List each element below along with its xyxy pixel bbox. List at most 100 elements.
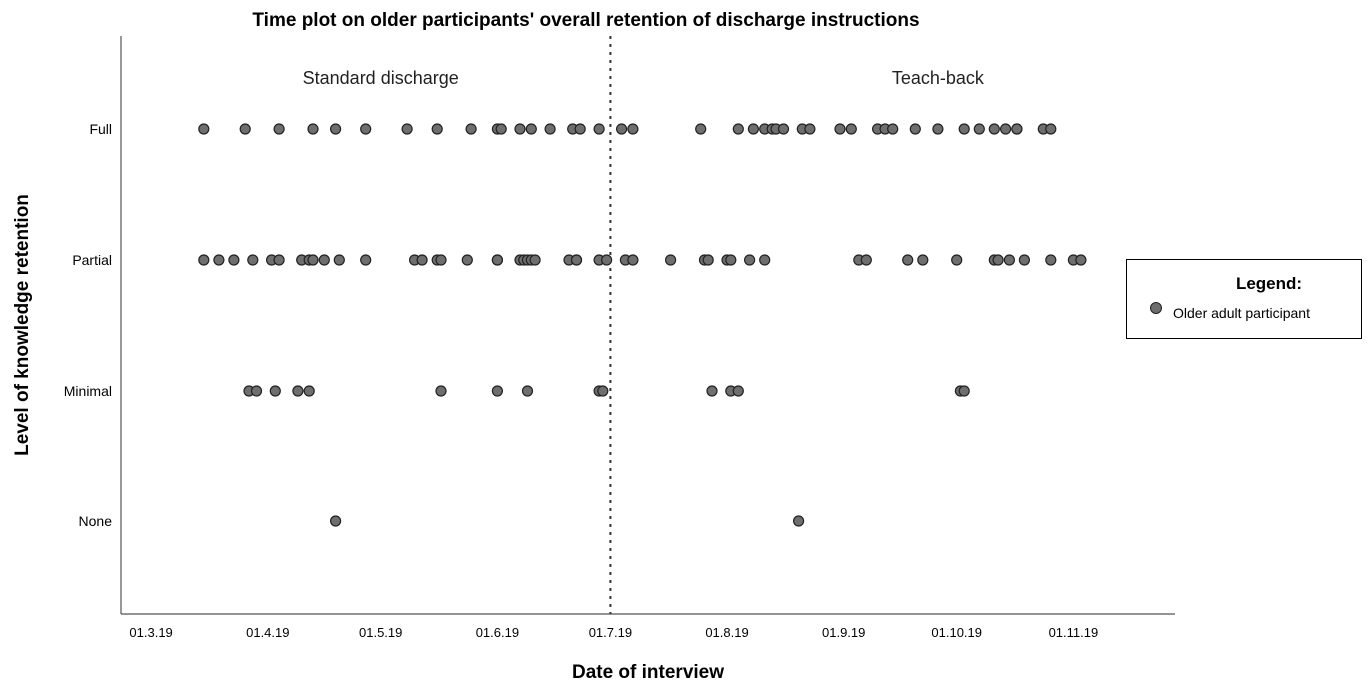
data-point-full xyxy=(999,123,1012,135)
data-point-partial xyxy=(307,254,319,266)
data-point-minimal xyxy=(250,385,263,397)
data-point-none xyxy=(330,515,342,527)
data-point-full xyxy=(958,123,970,135)
annotation-teach-back: Teach-back xyxy=(892,68,985,88)
data-point-partial xyxy=(992,254,1004,266)
chart-title: Time plot on older participants' overall… xyxy=(252,10,919,31)
data-point-full xyxy=(615,123,628,135)
data-point-partial xyxy=(247,254,259,266)
data-point-partial xyxy=(725,254,737,266)
data-point-full xyxy=(544,123,556,135)
y-tick-labels: None Minimal Partial Full xyxy=(64,121,112,529)
data-point-partial xyxy=(461,254,473,266)
data-point-full xyxy=(988,123,1000,135)
data-point-partial xyxy=(333,254,345,266)
data-point-partial xyxy=(491,254,503,266)
data-point-full xyxy=(1011,123,1023,135)
x-axis-label: Date of interview xyxy=(572,662,724,683)
x-tick-label: 01.6.19 xyxy=(476,625,519,640)
data-point-minimal xyxy=(706,385,718,397)
data-points xyxy=(198,123,1087,527)
data-point-partial xyxy=(570,254,583,266)
data-point-partial xyxy=(860,254,872,266)
data-point-full xyxy=(514,123,526,135)
data-point-partial xyxy=(743,254,756,266)
data-point-partial xyxy=(902,254,914,266)
y-tick-label-partial: Partial xyxy=(72,252,112,268)
data-point-full xyxy=(973,123,985,135)
data-point-full xyxy=(330,123,342,135)
data-point-full xyxy=(360,123,372,135)
x-tick-label: 01.5.19 xyxy=(359,625,402,640)
x-tick-label: 01.8.19 xyxy=(705,625,748,640)
legend-marker-icon xyxy=(1150,302,1162,314)
data-point-full xyxy=(732,123,744,135)
data-point-minimal xyxy=(732,385,744,397)
data-point-partial xyxy=(1045,254,1057,266)
data-point-full xyxy=(834,123,846,135)
data-point-partial xyxy=(1075,254,1087,266)
data-point-full xyxy=(431,123,443,135)
x-tick-labels: 01.3.19 01.4.19 01.5.19 01.6.19 01.7.19 01.8.… xyxy=(129,625,1098,640)
data-point-partial xyxy=(213,254,225,266)
data-point-full xyxy=(777,123,790,135)
data-point-partial xyxy=(318,254,330,266)
data-point-full xyxy=(887,123,899,135)
data-point-minimal xyxy=(958,385,970,397)
data-point-partial xyxy=(435,254,447,266)
legend-title: Legend: xyxy=(1235,274,1303,293)
data-point-partial xyxy=(273,254,285,266)
data-point-minimal xyxy=(597,385,609,397)
data-point-partial xyxy=(759,254,771,266)
data-point-full xyxy=(401,123,413,135)
data-point-partial xyxy=(416,254,428,266)
data-point-full xyxy=(239,123,251,135)
data-point-full xyxy=(627,123,639,135)
data-point-partial xyxy=(529,254,541,266)
y-tick-label-minimal: Minimal xyxy=(64,383,112,399)
data-point-minimal xyxy=(435,385,447,397)
data-point-full xyxy=(845,123,857,135)
data-point-partial xyxy=(702,254,714,266)
data-point-full xyxy=(525,123,537,135)
x-tick-label: 01.4.19 xyxy=(246,625,289,640)
data-point-partial xyxy=(917,254,929,266)
x-tick-label: 01.9.19 xyxy=(822,625,865,640)
data-point-partial xyxy=(360,254,372,266)
x-tick-label: 01.7.19 xyxy=(589,625,632,640)
data-point-minimal xyxy=(303,385,315,397)
data-point-minimal xyxy=(491,385,503,397)
data-point-full xyxy=(273,123,285,135)
data-point-full xyxy=(465,123,477,135)
data-point-full xyxy=(495,123,507,135)
data-point-full xyxy=(909,123,921,135)
data-point-full xyxy=(307,123,319,135)
data-point-full xyxy=(747,123,760,135)
y-tick-label-full: Full xyxy=(89,121,112,137)
data-point-full xyxy=(593,123,605,135)
data-point-full xyxy=(198,123,210,135)
data-point-partial xyxy=(228,254,240,266)
data-point-partial xyxy=(664,254,677,266)
annotation-standard-discharge: Standard discharge xyxy=(303,68,459,88)
data-point-minimal xyxy=(292,385,304,397)
data-point-partial xyxy=(600,254,613,266)
x-tick-label: 01.3.19 xyxy=(129,625,172,640)
data-point-full xyxy=(804,123,816,135)
data-point-minimal xyxy=(521,385,534,397)
legend: Legend: Older adult participant xyxy=(1126,259,1362,339)
data-point-partial xyxy=(627,254,639,266)
data-point-full xyxy=(695,123,707,135)
x-tick-label: 01.11.19 xyxy=(1049,625,1099,640)
data-point-partial xyxy=(198,254,210,266)
data-point-none xyxy=(792,515,805,527)
data-point-full xyxy=(1045,123,1057,135)
data-point-minimal xyxy=(269,385,281,397)
x-tick-label: 01.10.19 xyxy=(931,625,982,640)
y-axis-label: Level of knowledge retention xyxy=(12,194,33,456)
data-point-partial xyxy=(1003,254,1016,266)
data-point-full xyxy=(932,123,944,135)
data-point-partial xyxy=(1018,254,1031,266)
y-tick-label-none: None xyxy=(79,513,113,529)
